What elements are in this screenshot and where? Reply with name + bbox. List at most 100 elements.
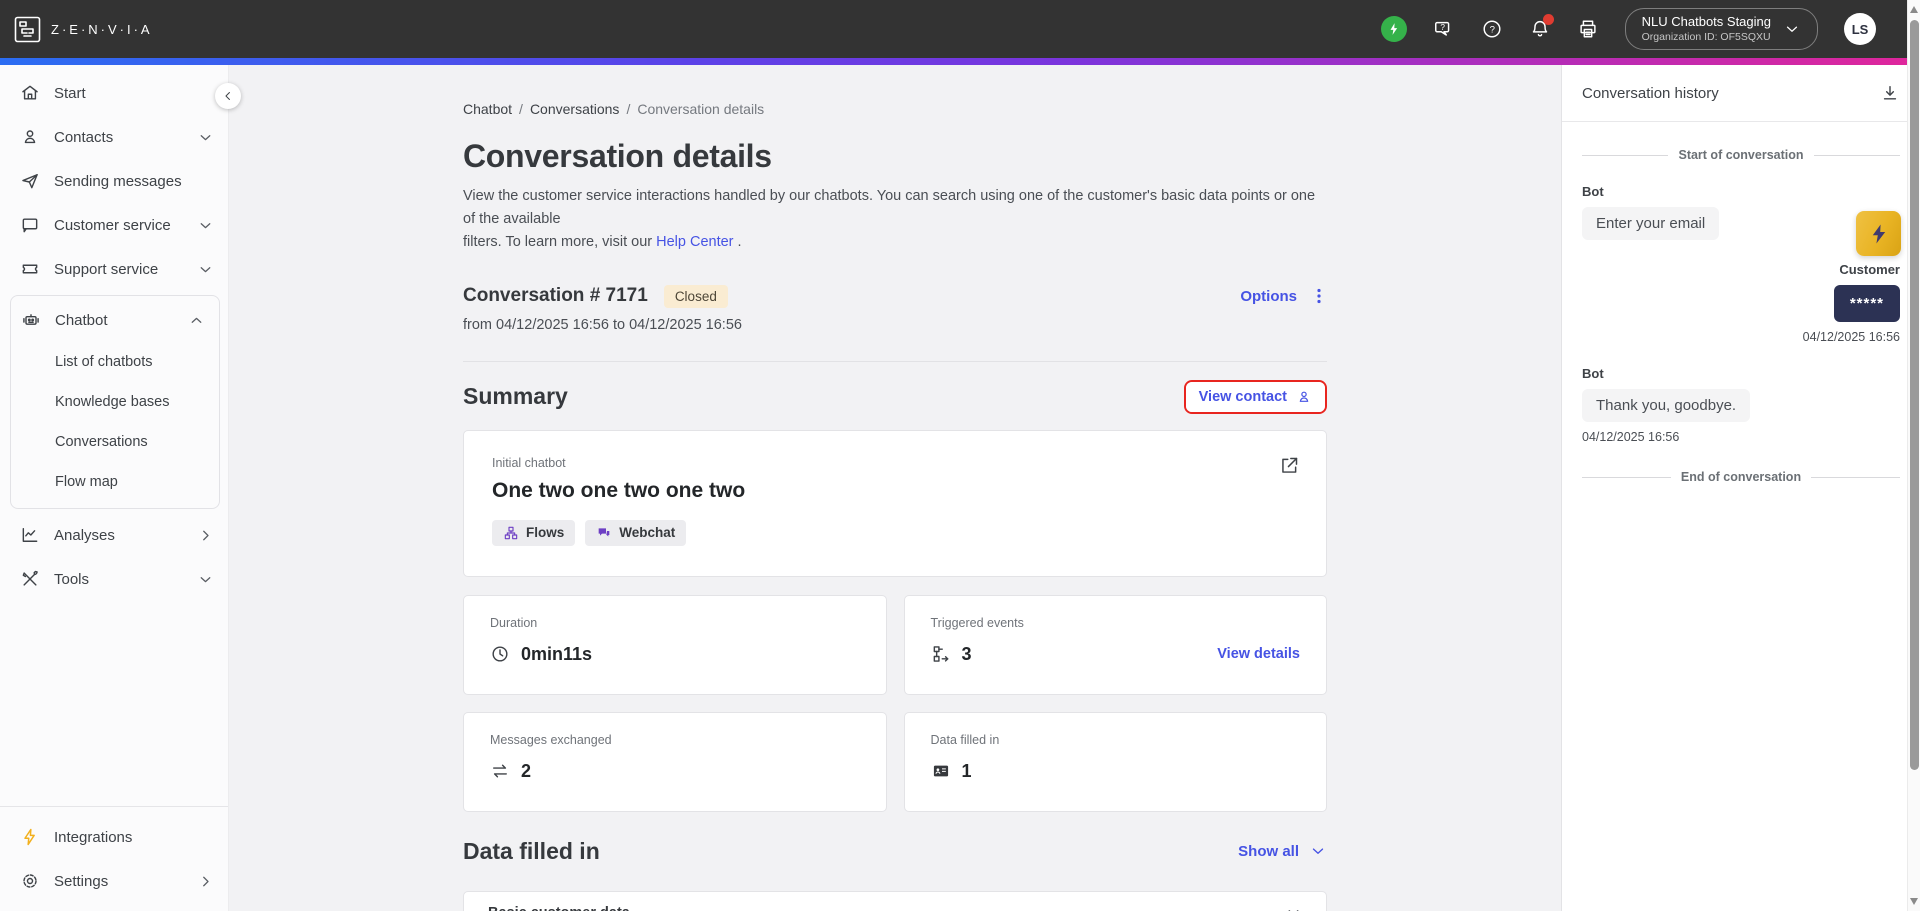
scrollbar-up-arrow[interactable] bbox=[1910, 6, 1918, 13]
exchange-arrows-icon bbox=[490, 761, 510, 781]
sidebar-bottom: Integrations Settings bbox=[0, 806, 228, 911]
page-description: View the customer service interactions h… bbox=[463, 185, 1327, 255]
sidebar-item-settings[interactable]: Settings bbox=[0, 859, 228, 903]
chart-icon bbox=[20, 525, 40, 545]
lightning-bolt-icon bbox=[1867, 222, 1891, 246]
help-icon[interactable]: ? bbox=[1481, 18, 1503, 40]
sidebar-item-flow-map[interactable]: Flow map bbox=[55, 474, 118, 490]
id-card-icon bbox=[931, 761, 951, 781]
stat-value: 2 bbox=[521, 760, 532, 781]
svg-text:?: ? bbox=[1440, 23, 1445, 32]
sidebar-item-support-service[interactable]: Support service bbox=[0, 247, 228, 291]
organization-id: Organization ID: OF5SQXU bbox=[1641, 30, 1771, 43]
sidebar: Start Contacts Sending messages Customer… bbox=[0, 65, 241, 911]
external-link-icon[interactable] bbox=[1279, 455, 1300, 476]
breadcrumb-separator: / bbox=[626, 101, 631, 117]
chat-widget-button[interactable] bbox=[1856, 211, 1901, 256]
organization-selector[interactable]: NLU Chatbots Staging Organization ID: OF… bbox=[1624, 8, 1818, 50]
conversation-title: Conversation # 7171 bbox=[463, 285, 648, 307]
view-contact-label: View contact bbox=[1198, 388, 1287, 405]
customer-message-bubble: ***** bbox=[1833, 285, 1900, 322]
sidebar-item-analyses[interactable]: Analyses bbox=[0, 513, 228, 557]
notifications-bell-icon[interactable] bbox=[1529, 14, 1554, 40]
stat-label: Data filled in bbox=[930, 732, 1000, 747]
chevron-up-icon bbox=[188, 312, 205, 329]
sidebar-item-conversations[interactable]: Conversations bbox=[55, 434, 148, 450]
topbar-actions: ? ? NLU Chatbots S bbox=[1380, 8, 1890, 50]
sender-label-customer: Customer bbox=[1839, 262, 1900, 277]
tag-label: Flows bbox=[526, 525, 565, 541]
sender-label-bot: Bot bbox=[1582, 366, 1604, 381]
billing-printer-icon[interactable] bbox=[1577, 18, 1599, 40]
chatbot-tags: Flows Webchat bbox=[492, 519, 1298, 546]
sidebar-collapse-button[interactable] bbox=[215, 83, 241, 109]
tag-flows: Flows bbox=[492, 519, 576, 546]
sidebar-item-label: Settings bbox=[54, 872, 109, 890]
sidebar-item-sending-messages[interactable]: Sending messages bbox=[0, 159, 228, 203]
chevron-down-icon bbox=[197, 217, 214, 234]
scrollbar-down-arrow[interactable] bbox=[1910, 898, 1918, 905]
zenvia-logo[interactable]: Z·E·N·V·I·A bbox=[14, 16, 153, 43]
sidebar-item-tools[interactable]: Tools bbox=[0, 557, 228, 601]
sidebar-item-customer-service[interactable]: Customer service bbox=[0, 203, 228, 247]
status-lightning-icon[interactable] bbox=[1380, 16, 1407, 42]
main-content: Chatbot / Conversations / Conversation d… bbox=[229, 65, 1561, 911]
webchat-icon bbox=[596, 525, 612, 541]
data-filled-heading: Data filled in bbox=[463, 837, 600, 864]
sidebar-item-start[interactable]: Start bbox=[0, 71, 228, 115]
scrollbar-thumb[interactable] bbox=[1910, 20, 1919, 770]
kebab-menu-icon[interactable] bbox=[1311, 287, 1327, 305]
sidebar-item-knowledge-bases[interactable]: Knowledge bases bbox=[55, 394, 170, 410]
sidebar-item-integrations[interactable]: Integrations bbox=[0, 815, 228, 859]
sidebar-item-label: Chatbot bbox=[55, 311, 108, 329]
page-description-prefix: filters. To learn more, visit our bbox=[463, 234, 657, 251]
summary-heading: Summary bbox=[463, 383, 568, 410]
sidebar-item-label: Integrations bbox=[54, 828, 133, 846]
sidebar-item-label: Customer service bbox=[54, 216, 171, 234]
person-icon bbox=[20, 127, 40, 147]
view-details-link[interactable]: View details bbox=[1217, 646, 1300, 663]
svg-text:?: ? bbox=[1489, 24, 1494, 35]
bot-message-bubble: Enter your email bbox=[1582, 207, 1720, 240]
initial-chatbot-label: Initial chatbot bbox=[492, 455, 566, 470]
sidebar-item-chatbot[interactable]: Chatbot bbox=[11, 298, 219, 342]
view-contact-highlight: View contact bbox=[1183, 379, 1327, 414]
brand-gradient-bar bbox=[0, 58, 1920, 65]
summary-header: Summary View contact bbox=[463, 379, 1327, 414]
download-icon[interactable] bbox=[1880, 83, 1900, 103]
bot-message-bubble: Thank you, goodbye. bbox=[1582, 389, 1751, 422]
page-title: Conversation details bbox=[463, 138, 772, 174]
history-title: Conversation history bbox=[1582, 84, 1719, 102]
stat-label: Duration bbox=[490, 615, 538, 630]
user-avatar[interactable]: LS bbox=[1844, 13, 1876, 45]
tag-label: Webchat bbox=[619, 525, 676, 541]
page-scrollbar[interactable] bbox=[1907, 0, 1920, 911]
chevron-down-icon bbox=[1783, 20, 1801, 38]
breadcrumb-conversations[interactable]: Conversations bbox=[529, 101, 620, 117]
breadcrumb-chatbot[interactable]: Chatbot bbox=[463, 101, 513, 117]
conversation-header: Conversation # 7171 Closed Options bbox=[463, 284, 1327, 308]
end-of-conversation-divider: End of conversation bbox=[1582, 470, 1900, 484]
lightning-icon bbox=[20, 827, 40, 847]
support-chat-icon[interactable]: ? bbox=[1433, 18, 1455, 40]
options-button[interactable]: Options bbox=[1240, 287, 1327, 305]
sidebar-chatbot-group: Chatbot List of chatbots Knowledge bases… bbox=[10, 295, 220, 509]
page-description-line1: View the customer service interactions h… bbox=[463, 188, 1316, 228]
conversation-period: from 04/12/2025 16:56 to 04/12/2025 16:5… bbox=[463, 316, 742, 333]
sidebar-item-label: Tools bbox=[54, 570, 90, 588]
notification-dot bbox=[1542, 14, 1554, 25]
accordion-basic-customer-data[interactable]: Basic customer data bbox=[463, 890, 1327, 911]
sidebar-item-label: Support service bbox=[54, 260, 159, 278]
gear-icon bbox=[20, 871, 40, 891]
chevron-down-icon bbox=[197, 571, 214, 588]
sidebar-item-list-of-chatbots[interactable]: List of chatbots bbox=[55, 354, 153, 370]
help-center-link[interactable]: Help Center bbox=[656, 234, 734, 251]
show-all-button[interactable]: Show all bbox=[1238, 842, 1327, 860]
chevron-down-icon bbox=[197, 261, 214, 278]
options-label: Options bbox=[1240, 287, 1297, 305]
breadcrumb-current: Conversation details bbox=[637, 101, 765, 117]
view-contact-button[interactable]: View contact bbox=[1185, 381, 1325, 412]
sidebar-item-contacts[interactable]: Contacts bbox=[0, 115, 228, 159]
accordion-label: Basic customer data bbox=[488, 905, 1285, 911]
